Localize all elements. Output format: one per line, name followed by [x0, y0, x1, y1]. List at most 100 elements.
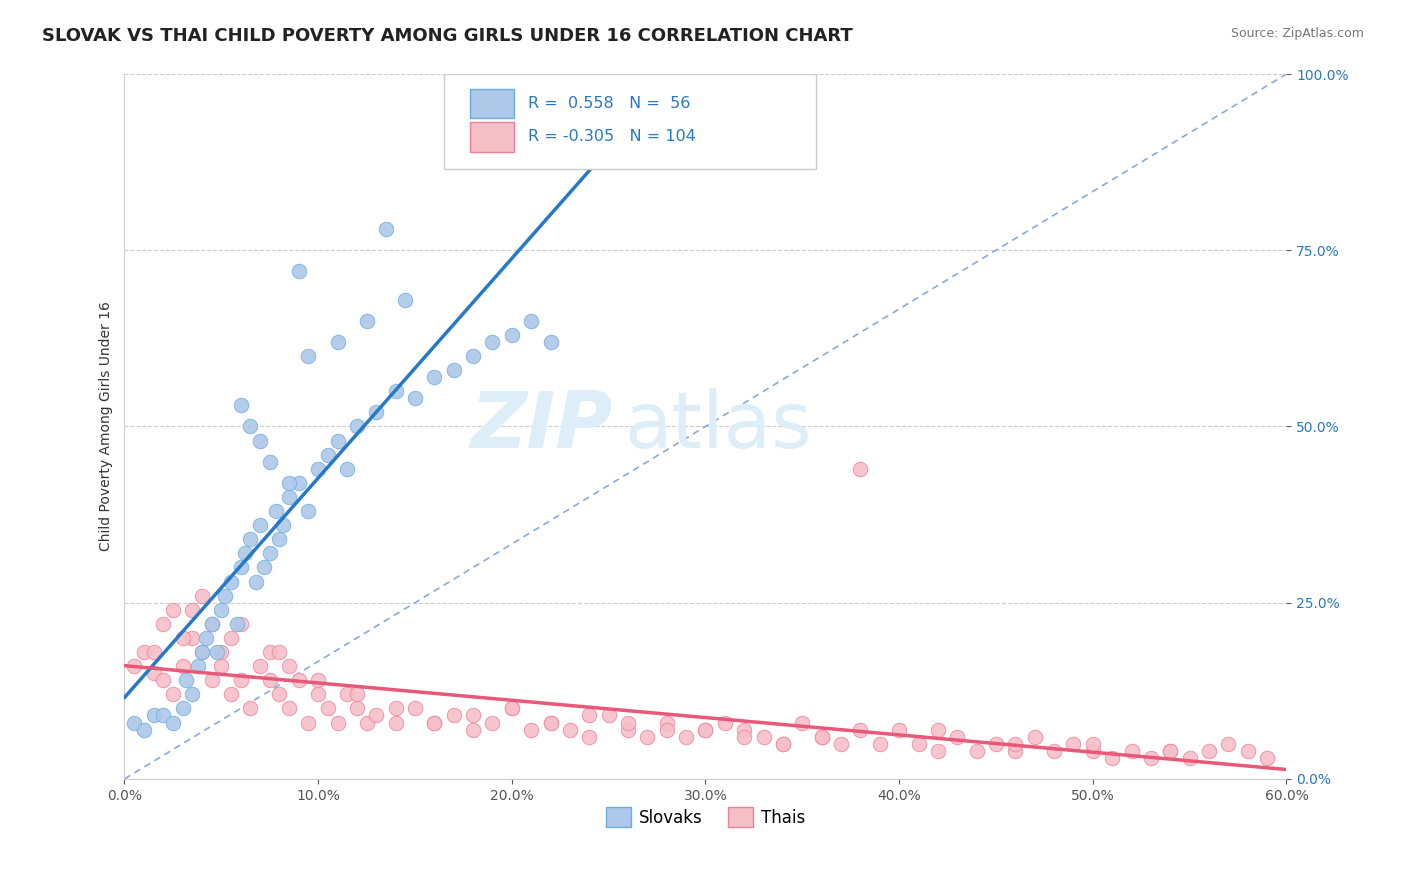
Point: [122, 659, 145, 673]
Y-axis label: Child Poverty Among Girls Under 16: Child Poverty Among Girls Under 16: [100, 301, 114, 551]
Point: [307, 687, 329, 701]
Point: [307, 462, 329, 476]
Point: [142, 645, 165, 659]
Point: [849, 462, 872, 476]
Point: [869, 737, 891, 751]
Text: atlas: atlas: [624, 389, 811, 465]
Point: [152, 708, 174, 723]
Point: [172, 701, 194, 715]
Bar: [470, 122, 513, 152]
Point: [264, 504, 287, 518]
Point: [675, 730, 697, 744]
Legend: Slovaks, Thais: Slovaks, Thais: [599, 800, 813, 834]
Point: [384, 715, 406, 730]
Point: [122, 715, 145, 730]
Point: [187, 659, 209, 673]
Point: [287, 475, 309, 490]
Point: [336, 687, 359, 701]
Point: [617, 715, 640, 730]
Point: [259, 455, 281, 469]
Point: [520, 314, 543, 328]
Point: [404, 701, 426, 715]
Point: [191, 589, 214, 603]
Point: [1236, 744, 1258, 758]
Point: [461, 708, 484, 723]
Point: [269, 645, 291, 659]
Point: [307, 673, 329, 688]
Point: [271, 518, 294, 533]
Point: [201, 673, 224, 688]
Point: [278, 701, 301, 715]
Point: [501, 701, 523, 715]
Point: [1024, 730, 1046, 744]
Text: ZIP: ZIP: [470, 389, 613, 465]
Point: [239, 419, 262, 434]
Point: [181, 687, 204, 701]
Point: [366, 405, 388, 419]
Point: [259, 546, 281, 560]
Point: [772, 737, 794, 751]
Point: [927, 723, 949, 737]
Point: [520, 723, 543, 737]
Point: [162, 715, 184, 730]
Point: [278, 475, 301, 490]
Point: [191, 645, 214, 659]
Point: [889, 723, 911, 737]
Point: [152, 616, 174, 631]
Point: [655, 715, 678, 730]
Point: [733, 730, 755, 744]
Point: [245, 574, 267, 589]
Point: [142, 708, 165, 723]
Point: [752, 730, 775, 744]
Point: [830, 737, 852, 751]
Point: [172, 659, 194, 673]
Point: [259, 645, 281, 659]
Point: [209, 645, 232, 659]
Point: [229, 673, 252, 688]
Point: [1101, 751, 1123, 765]
Point: [984, 737, 1007, 751]
Point: [207, 645, 229, 659]
Point: [1043, 744, 1066, 758]
Point: [356, 715, 378, 730]
Point: [423, 715, 446, 730]
Point: [617, 723, 640, 737]
Text: SLOVAK VS THAI CHILD POVERTY AMONG GIRLS UNDER 16 CORRELATION CHART: SLOVAK VS THAI CHILD POVERTY AMONG GIRLS…: [42, 27, 853, 45]
Point: [162, 603, 184, 617]
Point: [209, 659, 232, 673]
Point: [259, 673, 281, 688]
Point: [356, 314, 378, 328]
Point: [558, 723, 581, 737]
Point: [636, 730, 658, 744]
Point: [346, 687, 368, 701]
Point: [316, 701, 339, 715]
Point: [132, 645, 155, 659]
Point: [1140, 751, 1163, 765]
Point: [655, 723, 678, 737]
Point: [423, 715, 446, 730]
Point: [297, 504, 319, 518]
Point: [219, 631, 242, 645]
Point: [946, 730, 969, 744]
Point: [233, 546, 256, 560]
Point: [249, 518, 271, 533]
Point: [1004, 737, 1026, 751]
Point: [181, 631, 204, 645]
Point: [907, 737, 929, 751]
Point: [423, 370, 446, 384]
Point: [249, 434, 271, 448]
Point: [229, 398, 252, 412]
Point: [374, 222, 396, 236]
Point: [209, 603, 232, 617]
Bar: [470, 89, 513, 119]
Text: R =  0.558   N =  56: R = 0.558 N = 56: [527, 96, 690, 112]
Text: R = -0.305   N = 104: R = -0.305 N = 104: [527, 129, 696, 145]
Point: [176, 673, 198, 688]
Point: [461, 349, 484, 363]
Point: [191, 645, 214, 659]
Point: [927, 744, 949, 758]
Point: [695, 723, 717, 737]
Point: [278, 659, 301, 673]
Point: [326, 434, 349, 448]
Point: [384, 384, 406, 399]
